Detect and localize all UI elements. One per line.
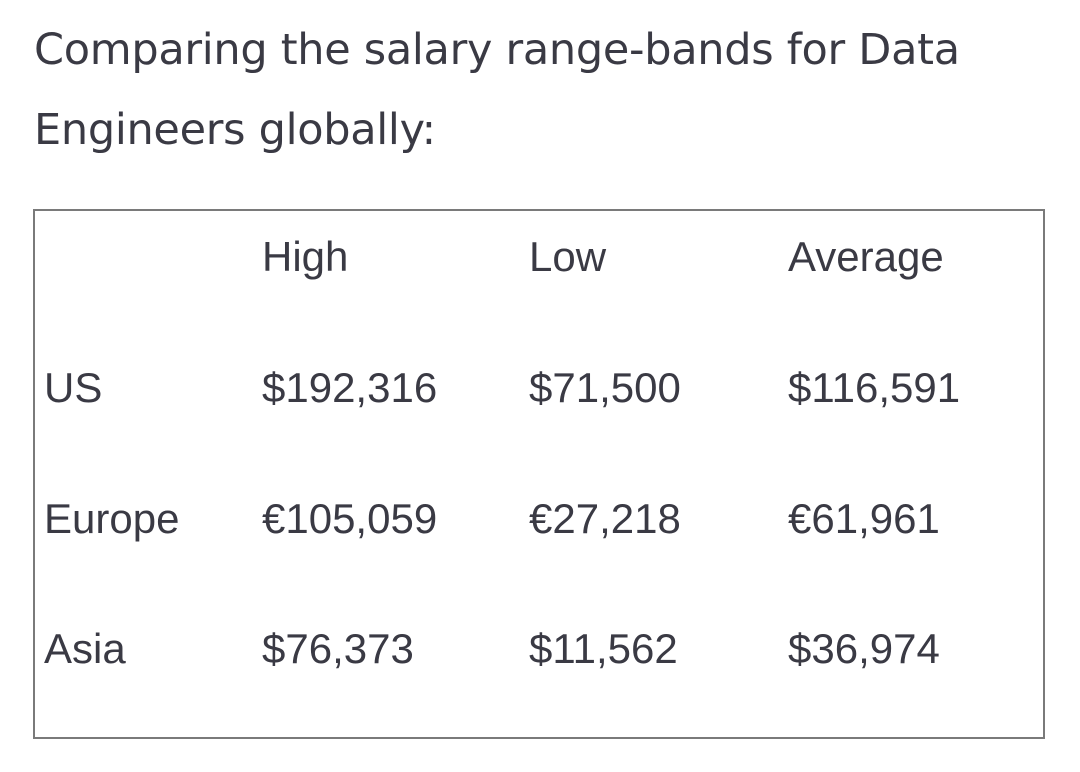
cell-europe-average: €61,961 — [788, 495, 940, 542]
cell-us-average: $116,591 — [788, 364, 961, 411]
column-header-low: Low — [529, 233, 607, 280]
page-heading: Comparing the salary range-bands for Dat… — [34, 25, 960, 155]
cell-asia-average: $36,974 — [788, 625, 940, 672]
row-label-asia: Asia — [44, 625, 126, 672]
cell-us-low: $71,500 — [529, 364, 681, 411]
column-header-high: High — [262, 233, 349, 280]
row-label-europe: Europe — [44, 495, 180, 542]
row-label-us: US — [44, 364, 103, 411]
cell-europe-high: €105,059 — [262, 495, 438, 542]
cell-europe-low: €27,218 — [529, 495, 681, 542]
cell-asia-low: $11,562 — [529, 625, 678, 672]
salary-table: High Low Average US $192,316 $71,500 $11… — [33, 209, 1045, 739]
cell-asia-high: $76,373 — [262, 625, 414, 672]
column-header-average: Average — [788, 233, 944, 280]
cell-us-high: $192,316 — [262, 364, 438, 411]
